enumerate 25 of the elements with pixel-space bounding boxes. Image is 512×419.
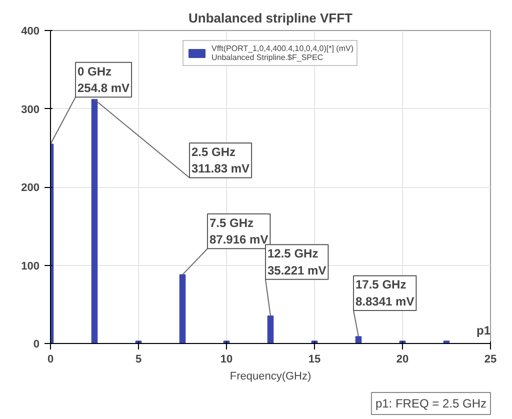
x-axis-title: Frequency(GHz)	[230, 370, 312, 382]
bar	[91, 98, 98, 344]
x-tick-label: 25	[484, 354, 497, 366]
bar	[355, 336, 362, 344]
y-tick-label: 400	[21, 26, 40, 38]
x-tick-label: 5	[135, 354, 142, 366]
x-tick-label: 15	[308, 354, 321, 366]
bar	[179, 274, 186, 344]
x-tick-label: 0	[47, 354, 54, 366]
y-tick-label: 300	[21, 104, 40, 116]
y-tick-label: 100	[21, 260, 40, 272]
annotation: 12.5 GHz 35.221 mV	[268, 246, 326, 278]
y-tick-label: 200	[21, 182, 40, 194]
annotation: 7.5 GHz 87.916 mV	[210, 216, 268, 247]
annotation: 0 GHz 254.8 mV	[78, 64, 130, 96]
annotation: 17.5 GHz 8.8341 mV	[356, 278, 414, 309]
legend-label: Vfft(PORT_1,0,4,400.4,10,0,4,0)[*] (mV) Unbalanced Stripline.$F_SPEC	[212, 44, 354, 62]
x-tick-label: 10	[220, 354, 233, 366]
chart-title: Unbalanced stripline VFFT	[188, 10, 353, 26]
x-tick-label: 20	[396, 354, 409, 366]
bar	[267, 315, 274, 344]
text: p1: FREQ = 2.5 GHz	[375, 396, 487, 410]
annotation: 2.5 GHz 311.83 mV	[192, 144, 250, 176]
annotation: p1	[476, 324, 491, 338]
y-tick-label: 0	[33, 338, 40, 350]
